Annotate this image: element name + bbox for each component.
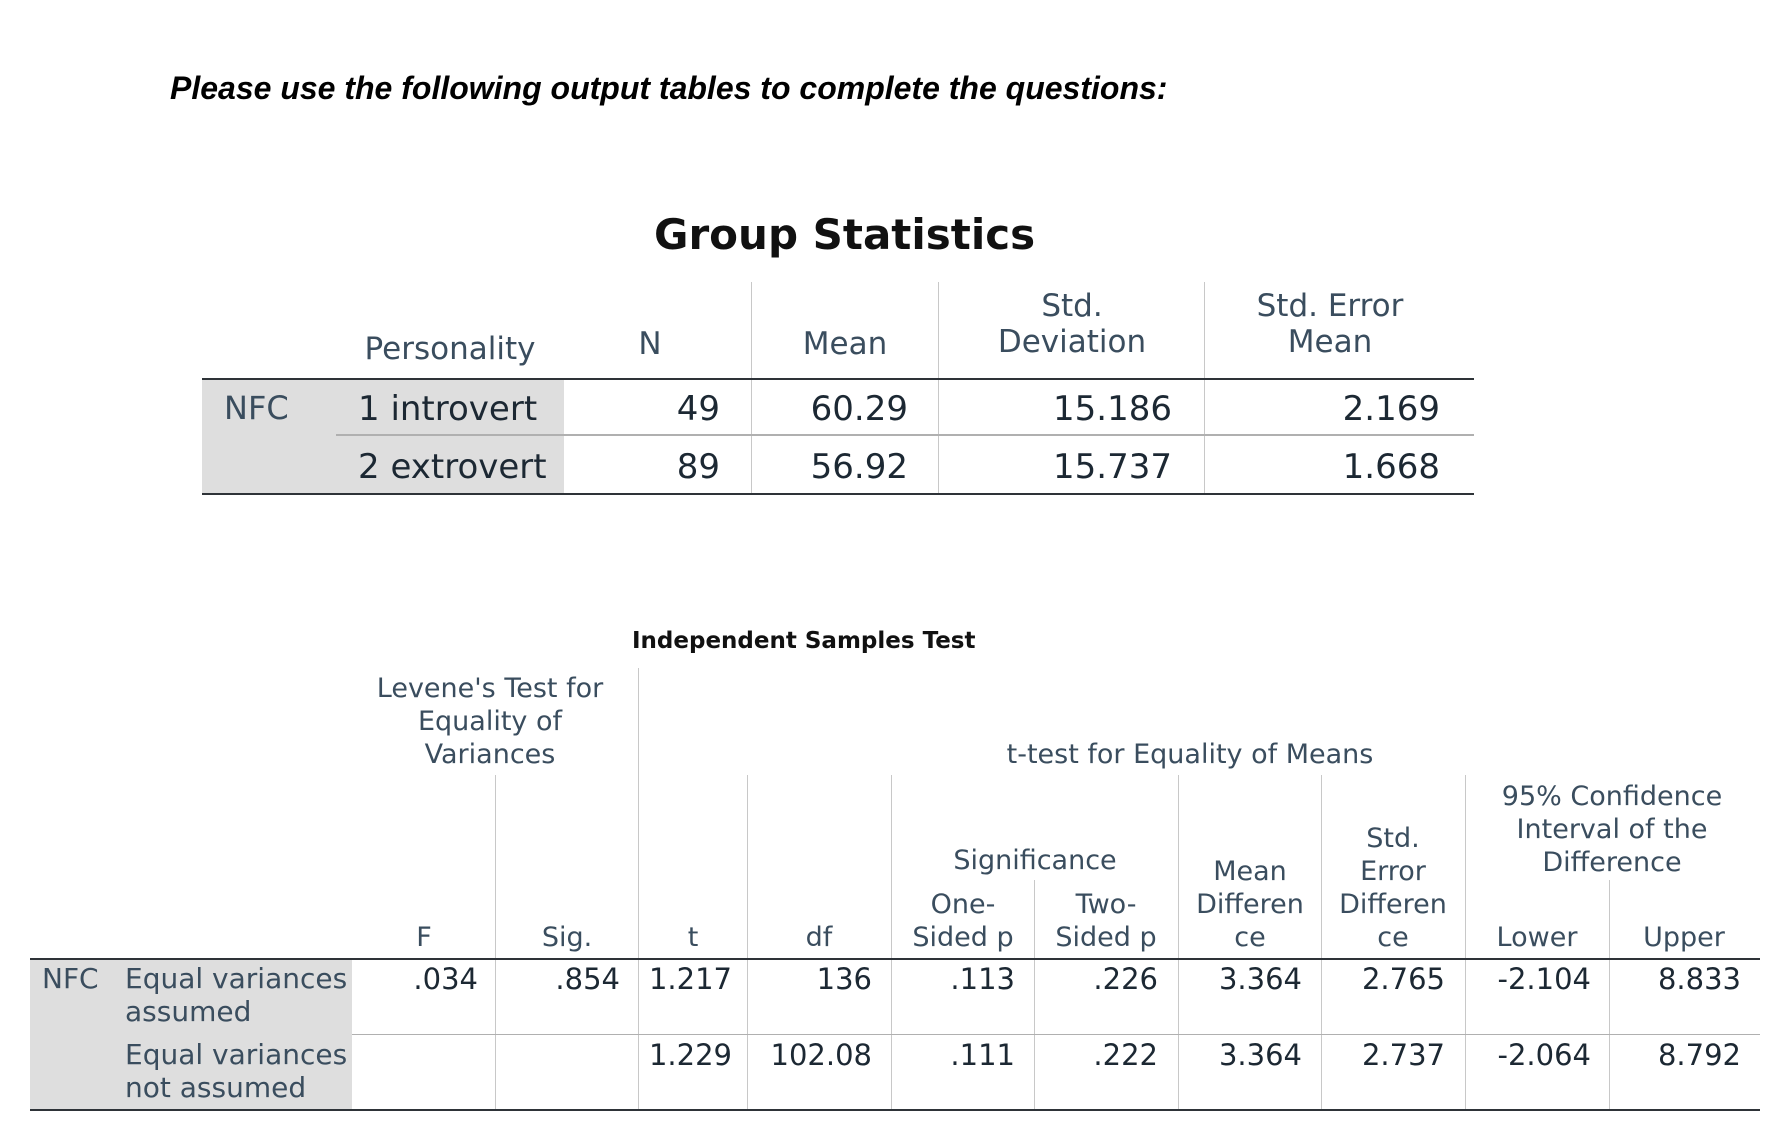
divider: [891, 775, 892, 1110]
row-rule: [352, 1034, 1760, 1035]
se-value: 2.169: [1342, 389, 1440, 429]
mean-diff-value: 3.364: [1218, 1038, 1302, 1072]
n-value: 89: [676, 447, 720, 487]
group-label: 1 introvert: [358, 389, 538, 429]
two-sided-p-value: .222: [1093, 1038, 1158, 1072]
row-label-line-1: Equal variances: [125, 1038, 348, 1071]
mean-value: 56.92: [810, 447, 908, 487]
header-one-sided-2: Sided p: [912, 922, 1014, 953]
row-label-nfc: NFC: [42, 962, 99, 995]
ci-upper-value: 8.833: [1657, 962, 1741, 996]
ci-lower-value: -2.104: [1497, 962, 1592, 996]
header-rule: [202, 378, 1474, 380]
bottom-rule: [202, 493, 1474, 495]
se-diff-value: 2.765: [1361, 962, 1445, 996]
divider: [495, 775, 496, 1110]
n-value: 49: [676, 389, 720, 429]
header-t: t: [687, 922, 699, 953]
divider: [1204, 282, 1205, 493]
header-personality: Personality: [364, 331, 536, 367]
mean-diff-value: 3.364: [1218, 962, 1302, 996]
header-significance: Significance: [953, 845, 1117, 876]
divider: [1178, 775, 1179, 1110]
bottom-rule: [30, 1109, 1760, 1111]
instruction-text: Please use the following output tables t…: [170, 70, 1168, 106]
row-label-shade: [202, 380, 336, 493]
header-rule: [30, 958, 1760, 960]
row-label-line-2: assumed: [125, 995, 252, 1028]
ci-lower-value: -2.064: [1497, 1038, 1592, 1072]
header-se-diff-1: Std.: [1366, 823, 1420, 854]
sd-value: 15.737: [1053, 447, 1172, 487]
divider: [938, 282, 939, 493]
header-mean: Mean: [802, 326, 888, 362]
header-df: df: [805, 922, 833, 953]
divider: [1321, 775, 1322, 1110]
row-label-line-2: not assumed: [125, 1071, 307, 1104]
row-label-shade: [30, 960, 352, 1110]
divider: [1034, 880, 1035, 1110]
header-mean-diff-3: ce: [1234, 922, 1266, 953]
header-se-diff-3: Differen: [1339, 889, 1447, 920]
one-sided-p-value: .113: [950, 962, 1015, 996]
header-two-sided-2: Sided p: [1055, 922, 1157, 953]
header-ttest: t-test for Equality of Means: [1006, 739, 1374, 770]
header-lower: Lower: [1496, 922, 1578, 953]
header-std-deviation-2: Deviation: [997, 324, 1147, 360]
row-rule: [336, 434, 1474, 436]
ci-upper-value: 8.792: [1657, 1038, 1741, 1072]
header-two-sided-1: Two-: [1075, 889, 1137, 920]
header-mean-diff-2: Differen: [1196, 889, 1304, 920]
two-sided-p-value: .226: [1093, 962, 1158, 996]
sig-value: .854: [555, 962, 620, 996]
one-sided-p-value: .111: [950, 1038, 1015, 1072]
group-statistics-title: Group Statistics: [654, 210, 1036, 259]
header-one-sided-1: One-: [930, 889, 996, 920]
sd-value: 15.186: [1053, 389, 1172, 429]
divider: [747, 775, 748, 1110]
divider: [751, 282, 752, 493]
divider: [638, 668, 639, 1110]
se-value: 1.668: [1342, 447, 1440, 487]
header-upper: Upper: [1643, 922, 1725, 953]
header-levene-3: Variances: [424, 739, 556, 770]
df-value: 102.08: [770, 1038, 872, 1072]
header-levene-2: Equality of: [417, 706, 563, 737]
header-ci-3: Difference: [1542, 847, 1682, 878]
row-label-line-1: Equal variances: [125, 962, 348, 995]
mean-value: 60.29: [810, 389, 908, 429]
header-f: F: [416, 922, 432, 953]
header-sig: Sig.: [541, 922, 593, 953]
header-ci-2: Interval of the: [1516, 814, 1708, 845]
row-label-nfc: NFC: [224, 389, 289, 427]
divider: [1465, 775, 1466, 1110]
group-label-shade: [336, 380, 564, 493]
group-label: 2 extrovert: [358, 447, 547, 487]
independent-samples-title: Independent Samples Test: [632, 628, 976, 654]
t-value: 1.217: [648, 962, 732, 996]
header-levene-1: Levene's Test for: [376, 673, 604, 704]
t-value: 1.229: [648, 1038, 732, 1072]
se-diff-value: 2.737: [1361, 1038, 1445, 1072]
divider: [1609, 880, 1610, 1110]
header-mean-diff-1: Mean: [1213, 856, 1287, 887]
header-std-deviation-1: Std.: [1041, 288, 1103, 324]
f-value: .034: [413, 962, 478, 996]
header-std-error-1: Std. Error: [1256, 288, 1404, 324]
header-ci-1: 95% Confidence: [1501, 781, 1723, 812]
header-se-diff-4: ce: [1377, 922, 1409, 953]
df-value: 136: [816, 962, 872, 996]
header-se-diff-2: Error: [1360, 856, 1426, 887]
header-std-error-2: Mean: [1287, 324, 1373, 360]
header-n: N: [638, 326, 662, 362]
